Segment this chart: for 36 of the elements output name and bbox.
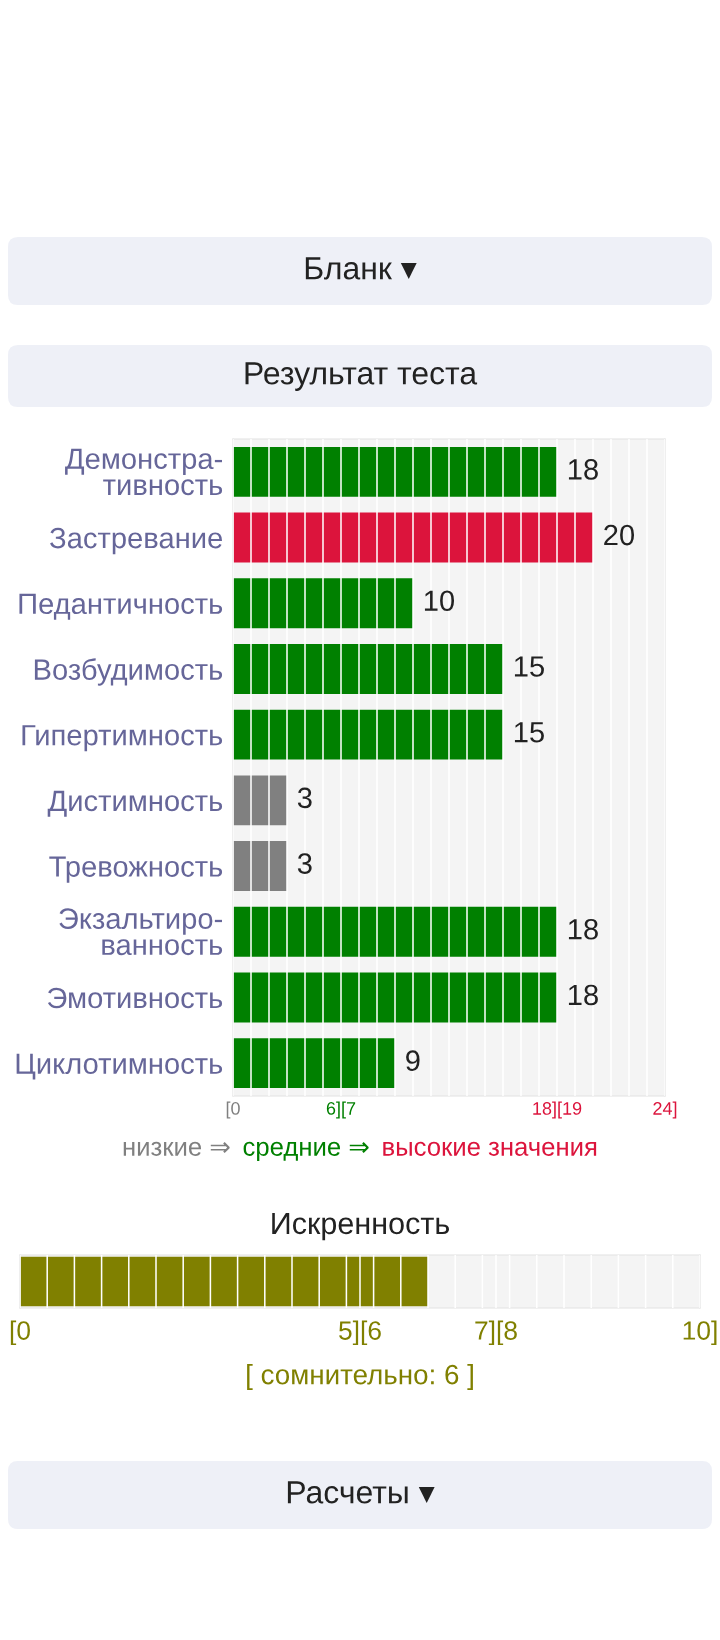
y-tick-label: Застревание [50, 527, 222, 555]
chart-title: Результат теста [245, 362, 478, 391]
data-label: 15 [514, 656, 544, 677]
chart-title: Искренность [272, 1212, 450, 1241]
x-tick-label: 6][7 [326, 1101, 356, 1119]
y-tick-label: Дистимность [47, 790, 223, 817]
data-label: 20 [604, 524, 635, 546]
text: Бланк ▾ [305, 257, 417, 280]
y-tick-label: Экзальтиро- ванность [59, 908, 223, 956]
y-tick-label: Гипертимность [22, 725, 223, 752]
y-tick-label: Циклотимность [16, 1053, 223, 1080]
x-tick-label: 7][8 [475, 1320, 517, 1346]
data-label: 3 [297, 787, 312, 809]
x-tick-label: 10] [683, 1320, 717, 1346]
y-tick-label: Педантичность [19, 593, 223, 620]
data-label: 15 [514, 722, 544, 743]
y-tick-label: Демонстра- тивность [65, 448, 223, 496]
x-tick-label: 24] [653, 1101, 677, 1119]
x-tick-label: [0 [226, 1101, 240, 1119]
x-tick-label: 5][6 [339, 1320, 381, 1346]
text: средние ⇒ [243, 1141, 369, 1161]
data-label: 9 [406, 1050, 420, 1071]
text: Расчеты ▾ [287, 1481, 435, 1504]
y-tick-label: Тревожность [49, 856, 223, 883]
data-label: 10 [424, 590, 455, 612]
data-label: 18 [568, 984, 598, 1006]
x-tick-label: 18][19 [533, 1101, 582, 1119]
y-tick-label: Эмотивность [47, 987, 223, 1009]
text: высокие значения [383, 1141, 597, 1156]
data-label: 18 [568, 459, 598, 480]
data-label: 3 [297, 853, 312, 874]
text: [ сомнительно: 6 ] [247, 1364, 473, 1390]
data-label: 18 [568, 918, 598, 940]
x-tick-label: [0 [10, 1320, 30, 1346]
text: низкие ⇒ [123, 1141, 230, 1156]
y-tick-label: Возбудимость [34, 658, 223, 686]
